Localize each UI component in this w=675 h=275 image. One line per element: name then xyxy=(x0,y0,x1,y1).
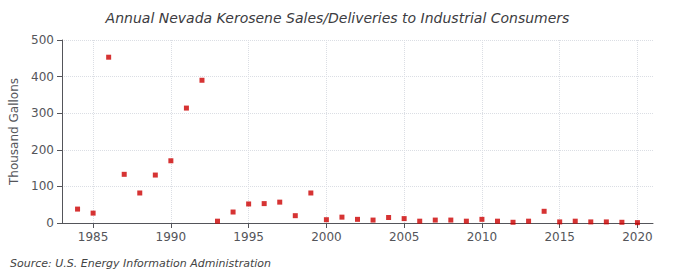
svg-text:1985: 1985 xyxy=(78,230,109,244)
svg-text:100: 100 xyxy=(31,179,54,193)
svg-text:1995: 1995 xyxy=(233,230,264,244)
svg-text:1990: 1990 xyxy=(156,230,187,244)
svg-text:2000: 2000 xyxy=(311,230,342,244)
svg-text:0: 0 xyxy=(46,216,54,230)
svg-text:200: 200 xyxy=(31,143,54,157)
svg-text:300: 300 xyxy=(31,106,54,120)
svg-text:2010: 2010 xyxy=(467,230,498,244)
svg-text:2005: 2005 xyxy=(389,230,420,244)
svg-text:2015: 2015 xyxy=(544,230,575,244)
svg-text:400: 400 xyxy=(31,70,54,84)
svg-text:500: 500 xyxy=(31,33,54,47)
svg-text:2020: 2020 xyxy=(622,230,653,244)
svg-text:Thousand Gallons: Thousand Gallons xyxy=(7,78,21,186)
svg-text:Annual Nevada Kerosene Sales/D: Annual Nevada Kerosene Sales/Deliveries … xyxy=(105,10,570,26)
svg-text:Source: U.S. Energy Informatio: Source: U.S. Energy Information Administ… xyxy=(10,257,271,270)
